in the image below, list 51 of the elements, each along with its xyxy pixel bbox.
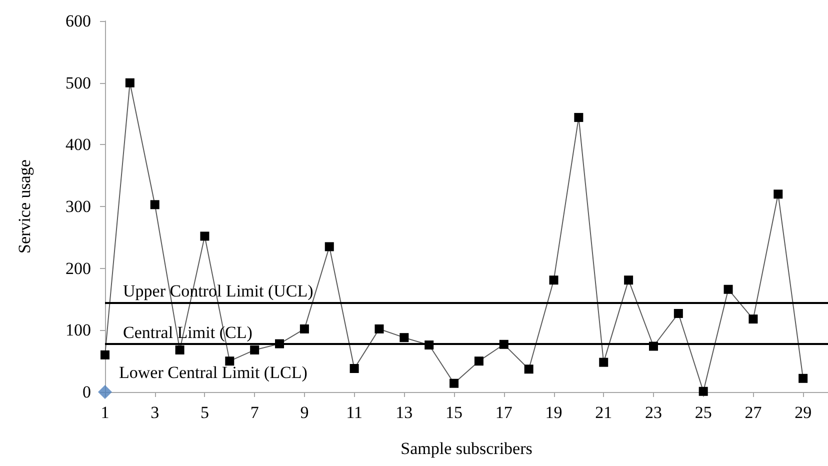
x-tick-label: 25 (694, 403, 712, 422)
point (724, 284, 733, 294)
point (125, 78, 134, 88)
x-tick-label: 9 (300, 403, 309, 422)
point (400, 333, 409, 342)
point (574, 112, 584, 122)
x-tick-label: 13 (396, 403, 413, 422)
x-tick-label: 15 (446, 403, 463, 422)
x-tick-label: 19 (545, 403, 562, 422)
y-tick-label: 0 (82, 382, 91, 402)
x-tick-label: 21 (595, 403, 612, 422)
y-tick-label: 200 (66, 258, 91, 278)
x-tick-label: 27 (744, 403, 762, 422)
x-axis-title: Sample subscribers (400, 439, 532, 458)
point (599, 358, 608, 367)
x-tick-label: 23 (644, 403, 662, 422)
y-axis-title: Service usage (15, 160, 34, 254)
point (474, 356, 484, 366)
x-tick-label: 17 (495, 403, 513, 422)
point (175, 345, 184, 354)
y-tick-label: 600 (66, 12, 91, 30)
point (774, 190, 783, 199)
point (698, 386, 708, 396)
point (674, 308, 683, 318)
point (450, 378, 459, 388)
point (250, 345, 260, 354)
point (748, 314, 758, 324)
y-tick-label: 400 (66, 135, 91, 154)
x-tick-label: 5 (200, 403, 209, 422)
x-tick-label: 11 (346, 403, 362, 422)
point (374, 324, 384, 334)
annotation: Lower Central Limit (LCL) (119, 363, 308, 382)
point (624, 276, 634, 285)
point (524, 364, 534, 374)
point (350, 364, 359, 374)
y-tick-label: 500 (66, 73, 91, 92)
x-tick-label: 3 (150, 403, 160, 422)
point (98, 385, 112, 399)
x-tick-label: 7 (250, 403, 260, 422)
point (300, 324, 309, 334)
x-tick-label: 29 (794, 403, 812, 422)
y-tick-label: 300 (66, 197, 91, 216)
point (225, 356, 234, 366)
point (549, 276, 558, 285)
y-tick-label: 100 (66, 320, 91, 340)
point (100, 350, 110, 360)
x-tick-label: 1 (100, 403, 110, 422)
point (200, 232, 210, 241)
point (324, 242, 334, 252)
point (798, 374, 808, 383)
point (150, 200, 160, 210)
